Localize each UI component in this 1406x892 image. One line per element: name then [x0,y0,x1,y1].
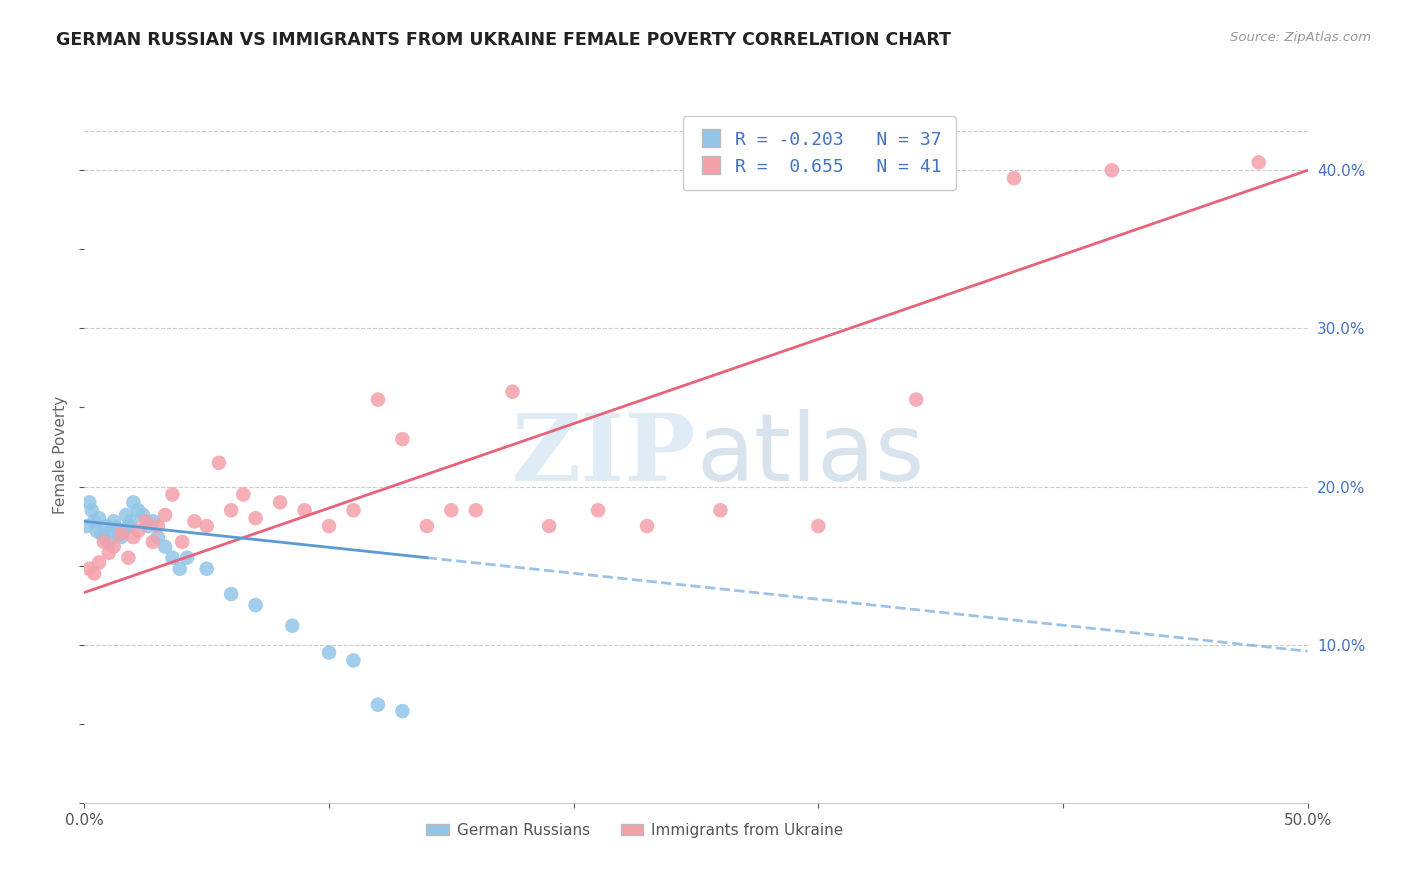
Text: atlas: atlas [696,409,924,501]
Point [219,587,242,601]
Point [103,514,125,528]
Point [169,562,191,576]
Point [367,698,389,712]
Point [87,556,110,570]
Point [153,540,176,554]
Point [342,503,364,517]
Point [132,508,155,522]
Point [136,519,159,533]
Point [93,534,115,549]
Point [195,562,218,576]
Point [538,519,561,533]
Point [342,653,364,667]
Point [1101,163,1123,178]
Point [96,519,118,533]
Point [586,503,609,517]
Point [100,524,122,538]
Point [77,562,100,576]
Point [172,534,194,549]
Point [1247,155,1270,169]
Point [83,514,105,528]
Point [367,392,389,407]
Point [502,384,524,399]
Point [107,527,129,541]
Point [115,508,138,522]
Point [97,546,120,560]
Point [122,530,145,544]
Point [127,503,149,517]
Point [1002,171,1025,186]
Point [281,618,304,632]
Text: GERMAN RUSSIAN VS IMMIGRANTS FROM UKRAINE FEMALE POVERTY CORRELATION CHART: GERMAN RUSSIAN VS IMMIGRANTS FROM UKRAIN… [56,31,952,49]
Point [76,519,98,533]
Point [208,456,231,470]
Point [176,550,198,565]
Text: ZIP: ZIP [512,410,696,500]
Point [80,503,103,517]
Point [709,503,731,517]
Point [162,487,184,501]
Point [183,514,205,528]
Y-axis label: Female Poverty: Female Poverty [53,396,69,514]
Point [87,511,110,525]
Point [77,495,100,509]
Point [103,540,125,554]
Point [90,527,112,541]
Point [83,566,105,581]
Point [153,508,176,522]
Point [122,495,145,509]
Point [117,519,139,533]
Point [93,530,115,544]
Point [245,511,267,525]
Text: Source: ZipAtlas.com: Source: ZipAtlas.com [1230,31,1371,45]
Point [146,519,169,533]
Point [105,521,128,535]
Point [135,514,157,528]
Point [391,704,413,718]
Point [127,524,149,538]
Point [464,503,486,517]
Point [416,519,439,533]
Point [219,503,242,517]
Point [318,646,340,660]
Point [110,527,132,541]
Point [142,514,165,528]
Point [86,524,108,538]
Point [391,432,413,446]
Point [117,550,139,565]
Point [162,550,184,565]
Point [142,534,165,549]
Point [146,530,169,544]
Point [269,495,291,509]
Point [120,514,142,528]
Point [97,534,120,549]
Point [905,392,928,407]
Point [294,503,316,517]
Point [232,487,254,501]
Point [440,503,463,517]
Point [245,598,267,612]
Point [318,519,340,533]
Point [636,519,658,533]
Point [195,519,218,533]
Legend: German Russians, Immigrants from Ukraine: German Russians, Immigrants from Ukraine [420,817,849,844]
Point [807,519,830,533]
Point [110,530,132,544]
Point [112,524,135,538]
